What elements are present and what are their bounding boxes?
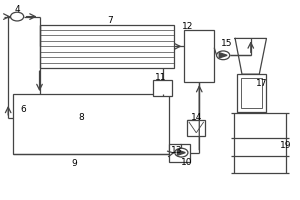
Text: 14: 14	[190, 113, 202, 122]
Text: 4: 4	[14, 5, 20, 14]
Circle shape	[175, 148, 188, 157]
Bar	[184, 30, 214, 82]
Bar	[169, 144, 190, 162]
Text: 15: 15	[221, 39, 233, 48]
Text: 12: 12	[182, 22, 193, 31]
Text: 7: 7	[107, 16, 112, 25]
Polygon shape	[177, 150, 185, 155]
Bar	[187, 120, 205, 136]
Bar	[241, 78, 262, 108]
Bar	[153, 80, 172, 96]
Text: 10: 10	[181, 158, 193, 167]
Circle shape	[217, 51, 230, 60]
Text: 8: 8	[78, 113, 84, 122]
Text: 6: 6	[20, 105, 26, 114]
Polygon shape	[219, 53, 227, 58]
Text: 9: 9	[71, 159, 77, 168]
Circle shape	[11, 12, 24, 21]
Bar	[40, 25, 174, 68]
Text: 17: 17	[256, 79, 268, 88]
Text: 19: 19	[280, 141, 292, 150]
Bar	[237, 74, 266, 112]
Bar	[13, 94, 169, 154]
Text: 13: 13	[171, 146, 183, 155]
Text: 11: 11	[155, 73, 166, 82]
